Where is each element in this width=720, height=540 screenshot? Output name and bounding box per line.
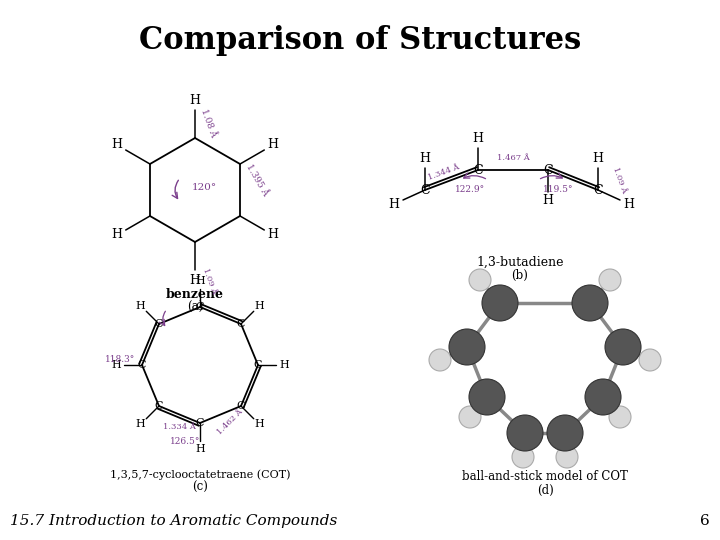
Text: H: H: [136, 301, 145, 310]
Circle shape: [507, 415, 543, 451]
Text: H: H: [112, 228, 122, 241]
Text: 1.09 Å: 1.09 Å: [202, 267, 218, 295]
Text: 126.5°: 126.5°: [170, 436, 200, 446]
Text: 1.08 Å: 1.08 Å: [199, 107, 217, 138]
Text: H: H: [542, 194, 554, 207]
Text: ball-and-stick model of COT: ball-and-stick model of COT: [462, 470, 628, 483]
Text: 1.462 Å: 1.462 Å: [216, 408, 245, 437]
Text: H: H: [195, 276, 205, 286]
Circle shape: [512, 446, 534, 468]
Text: H: H: [389, 198, 400, 211]
Circle shape: [469, 379, 505, 415]
Text: H: H: [255, 420, 264, 429]
Text: benzene: benzene: [166, 287, 224, 300]
Text: H: H: [195, 444, 205, 454]
Circle shape: [585, 379, 621, 415]
Text: H: H: [472, 132, 484, 145]
Text: H: H: [255, 301, 264, 310]
Text: H: H: [111, 360, 121, 370]
Text: C: C: [237, 319, 246, 329]
Text: 1.344 Å: 1.344 Å: [427, 163, 460, 181]
Text: C: C: [155, 401, 163, 411]
Text: H: H: [267, 228, 279, 241]
Text: 1.334 Å: 1.334 Å: [163, 422, 196, 430]
Text: C: C: [420, 184, 430, 197]
Circle shape: [449, 329, 485, 365]
Text: H: H: [420, 152, 431, 165]
Circle shape: [556, 446, 578, 468]
Text: C: C: [138, 360, 146, 370]
Text: 1.09 Å: 1.09 Å: [611, 166, 629, 194]
Text: H: H: [593, 152, 603, 165]
Text: H: H: [624, 198, 634, 211]
Text: 1,3,5,7-cyclooctatetraene (COT): 1,3,5,7-cyclooctatetraene (COT): [109, 470, 290, 480]
Circle shape: [599, 269, 621, 291]
Text: 1.395 Å: 1.395 Å: [244, 163, 270, 198]
Circle shape: [429, 349, 451, 371]
Circle shape: [459, 406, 481, 428]
Text: H: H: [112, 138, 122, 152]
Text: H: H: [279, 360, 289, 370]
Text: C: C: [473, 164, 483, 177]
Text: 119.5°: 119.5°: [543, 186, 573, 194]
Text: 118.3°: 118.3°: [105, 355, 135, 364]
Circle shape: [547, 415, 583, 451]
Text: (a): (a): [187, 300, 203, 314]
Circle shape: [639, 349, 661, 371]
Circle shape: [482, 285, 518, 321]
Text: 1.467 Å: 1.467 Å: [497, 154, 529, 162]
Text: H: H: [189, 93, 200, 106]
Text: 122.9°: 122.9°: [455, 186, 485, 194]
Text: C: C: [237, 401, 246, 411]
Text: C: C: [543, 164, 553, 177]
Text: 120°: 120°: [192, 184, 217, 192]
Circle shape: [605, 329, 641, 365]
Text: C: C: [253, 360, 262, 370]
Circle shape: [572, 285, 608, 321]
Text: (c): (c): [192, 481, 208, 494]
Text: (b): (b): [512, 268, 528, 281]
Text: C: C: [196, 302, 204, 312]
Text: C: C: [593, 184, 603, 197]
Text: (d): (d): [536, 483, 554, 496]
Text: H: H: [136, 420, 145, 429]
Text: 6: 6: [701, 514, 710, 528]
Text: H: H: [267, 138, 279, 152]
Text: C: C: [155, 319, 163, 329]
Circle shape: [609, 406, 631, 428]
Text: 1,3-butadiene: 1,3-butadiene: [476, 255, 564, 268]
Text: 15.7 Introduction to Aromatic Compounds: 15.7 Introduction to Aromatic Compounds: [10, 514, 338, 528]
Text: H: H: [189, 273, 200, 287]
Text: C: C: [196, 418, 204, 428]
Text: Comparison of Structures: Comparison of Structures: [139, 25, 581, 56]
Circle shape: [469, 269, 491, 291]
